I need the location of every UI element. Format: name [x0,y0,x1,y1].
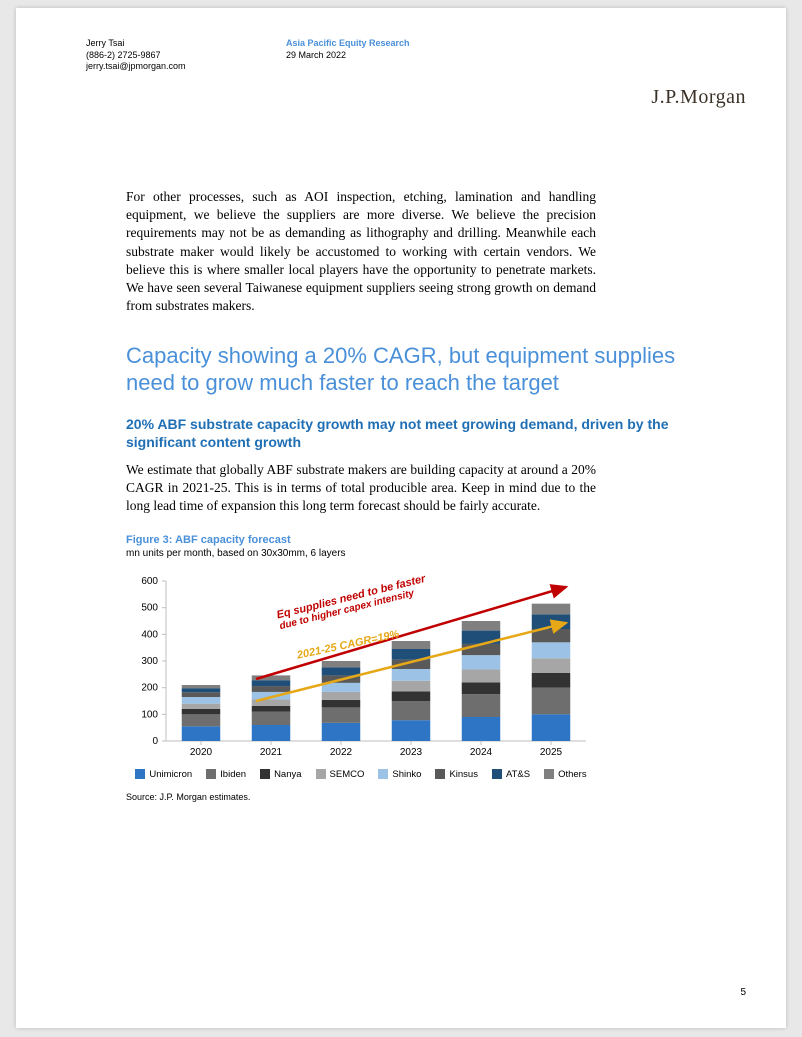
legend-label: Ibiden [220,769,246,780]
legend-label: Kinsus [449,769,478,780]
author-name: Jerry Tsai [86,38,286,50]
legend-swatch [206,769,216,779]
legend-item: Others [544,769,587,780]
figure-source: Source: J.P. Morgan estimates. [126,792,596,802]
page-number: 5 [740,987,746,998]
page: Jerry Tsai (886-2) 2725-9867 jerry.tsai@… [16,8,786,1028]
legend-item: Kinsus [435,769,478,780]
legend-swatch [135,769,145,779]
legend-swatch [492,769,502,779]
section-heading: Capacity showing a 20% CAGR, but equipme… [126,342,686,397]
legend-label: Unimicron [149,769,192,780]
legend-swatch [544,769,554,779]
legend-label: AT&S [506,769,530,780]
legend-item: SEMCO [316,769,365,780]
legend-label: Nanya [274,769,301,780]
paragraph-2: We estimate that globally ABF substrate … [126,461,596,516]
legend-swatch [435,769,445,779]
svg-text:2024: 2024 [470,747,493,758]
body-column: For other processes, such as AOI inspect… [126,188,596,802]
header: Jerry Tsai (886-2) 2725-9867 jerry.tsai@… [86,38,746,73]
chart: 0 100 200 300 400 500 600 2020 2021 2022 2023 2024 2… [126,573,596,780]
legend-item: Nanya [260,769,301,780]
svg-text:100: 100 [141,709,158,720]
report-date: 29 March 2022 [286,50,410,62]
svg-text:300: 300 [141,656,158,667]
chart-legend: Unimicron Ibiden Nanya SEMCO Shinko Kinsus AT&… [126,769,596,780]
figure-subtitle: mn units per month, based on 30x30mm, 6 … [126,548,596,559]
legend-item: Shinko [378,769,421,780]
svg-text:200: 200 [141,682,158,693]
svg-text:2020: 2020 [190,747,213,758]
legend-label: SEMCO [330,769,365,780]
legend-label: Shinko [392,769,421,780]
svg-text:0: 0 [152,736,158,747]
legend-swatch [378,769,388,779]
figure-title: Figure 3: ABF capacity forecast [126,534,596,546]
author-phone: (886-2) 2725-9867 [86,50,286,62]
svg-text:500: 500 [141,602,158,613]
author-email: jerry.tsai@jpmorgan.com [86,61,286,73]
svg-text:2022: 2022 [330,747,353,758]
legend-item: AT&S [492,769,530,780]
legend-swatch [316,769,326,779]
svg-text:600: 600 [141,576,158,587]
svg-text:2021: 2021 [260,747,283,758]
svg-text:2025: 2025 [540,747,563,758]
header-mid: Asia Pacific Equity Research 29 March 20… [286,38,410,73]
logo: J.P.Morgan [651,86,746,109]
legend-label: Others [558,769,587,780]
legend-swatch [260,769,270,779]
subsection-heading: 20% ABF substrate capacity growth may no… [126,415,686,451]
legend-item: Unimicron [135,769,192,780]
svg-text:2023: 2023 [400,747,423,758]
header-left: Jerry Tsai (886-2) 2725-9867 jerry.tsai@… [86,38,286,73]
svg-text:400: 400 [141,629,158,640]
dept-label: Asia Pacific Equity Research [286,38,410,50]
legend-item: Ibiden [206,769,246,780]
paragraph-1: For other processes, such as AOI inspect… [126,188,596,316]
